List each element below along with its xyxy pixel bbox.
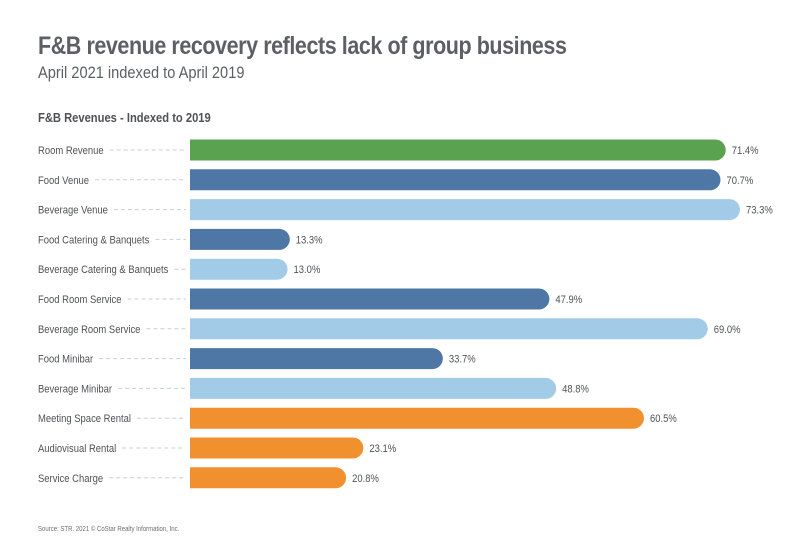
category-label: Food Venue bbox=[38, 175, 89, 187]
category-label: Beverage Room Service bbox=[38, 324, 141, 336]
chart-title: F&B Revenues - Indexed to 2019 bbox=[38, 110, 211, 125]
category-label: Audiovisual Rental bbox=[38, 443, 116, 455]
value-label: 13.0% bbox=[294, 265, 321, 277]
value-label: 33.7% bbox=[449, 354, 476, 366]
bar-row: Food Venue 70.7% bbox=[38, 169, 753, 191]
value-label: 47.9% bbox=[555, 294, 582, 306]
bar bbox=[190, 258, 288, 280]
category-label: Room Revenue bbox=[38, 145, 104, 157]
source-note: Source: STR. 2021 © CoStar Realty Inform… bbox=[38, 526, 180, 533]
bar-row: Room Revenue 71.4% bbox=[38, 139, 759, 161]
bar bbox=[190, 318, 708, 340]
bar bbox=[190, 348, 443, 370]
bar bbox=[190, 199, 740, 221]
bar bbox=[190, 407, 644, 429]
value-label: 70.7% bbox=[726, 175, 753, 187]
page-title: F&B revenue recovery reflects lack of gr… bbox=[38, 32, 567, 60]
bar bbox=[190, 169, 721, 191]
category-label: Meeting Space Rental bbox=[38, 414, 131, 426]
bar-row: Beverage Catering & Banquets 13.0% bbox=[38, 258, 321, 280]
category-label: Food Minibar bbox=[38, 354, 94, 366]
value-label: 71.4% bbox=[732, 145, 759, 157]
bar-row: Food Minibar 33.7% bbox=[38, 348, 476, 370]
value-label: 73.3% bbox=[746, 205, 773, 217]
bar bbox=[190, 139, 726, 161]
category-label: Beverage Minibar bbox=[38, 384, 113, 396]
bar bbox=[190, 288, 550, 310]
bar-row: Food Catering & Banquets 13.3% bbox=[38, 228, 323, 250]
bar-row: Audiovisual Rental 23.1% bbox=[38, 437, 396, 459]
bar bbox=[190, 437, 364, 459]
bar-row: Food Room Service 47.9% bbox=[38, 288, 582, 310]
bar bbox=[190, 377, 557, 399]
bar-row: Beverage Minibar 48.8% bbox=[38, 377, 589, 399]
bar bbox=[190, 467, 347, 489]
value-label: 60.5% bbox=[650, 414, 677, 426]
category-label: Food Catering & Banquets bbox=[38, 235, 149, 247]
value-label: 23.1% bbox=[369, 443, 396, 455]
value-label: 20.8% bbox=[352, 473, 379, 485]
page-subtitle: April 2021 indexed to April 2019 bbox=[38, 63, 245, 82]
bar bbox=[190, 228, 290, 250]
category-label: Beverage Venue bbox=[38, 205, 108, 217]
value-label: 69.0% bbox=[714, 324, 741, 336]
category-label: Service Charge bbox=[38, 473, 103, 485]
bar-row: Beverage Room Service 69.0% bbox=[38, 318, 741, 340]
bar-row: Meeting Space Rental 60.5% bbox=[38, 407, 677, 429]
category-label: Food Room Service bbox=[38, 294, 122, 306]
value-label: 48.8% bbox=[562, 384, 589, 396]
category-label: Beverage Catering & Banquets bbox=[38, 265, 168, 277]
bar-row: Beverage Venue 73.3% bbox=[38, 199, 773, 221]
value-label: 13.3% bbox=[296, 235, 323, 247]
bar-row: Service Charge 20.8% bbox=[38, 467, 379, 489]
